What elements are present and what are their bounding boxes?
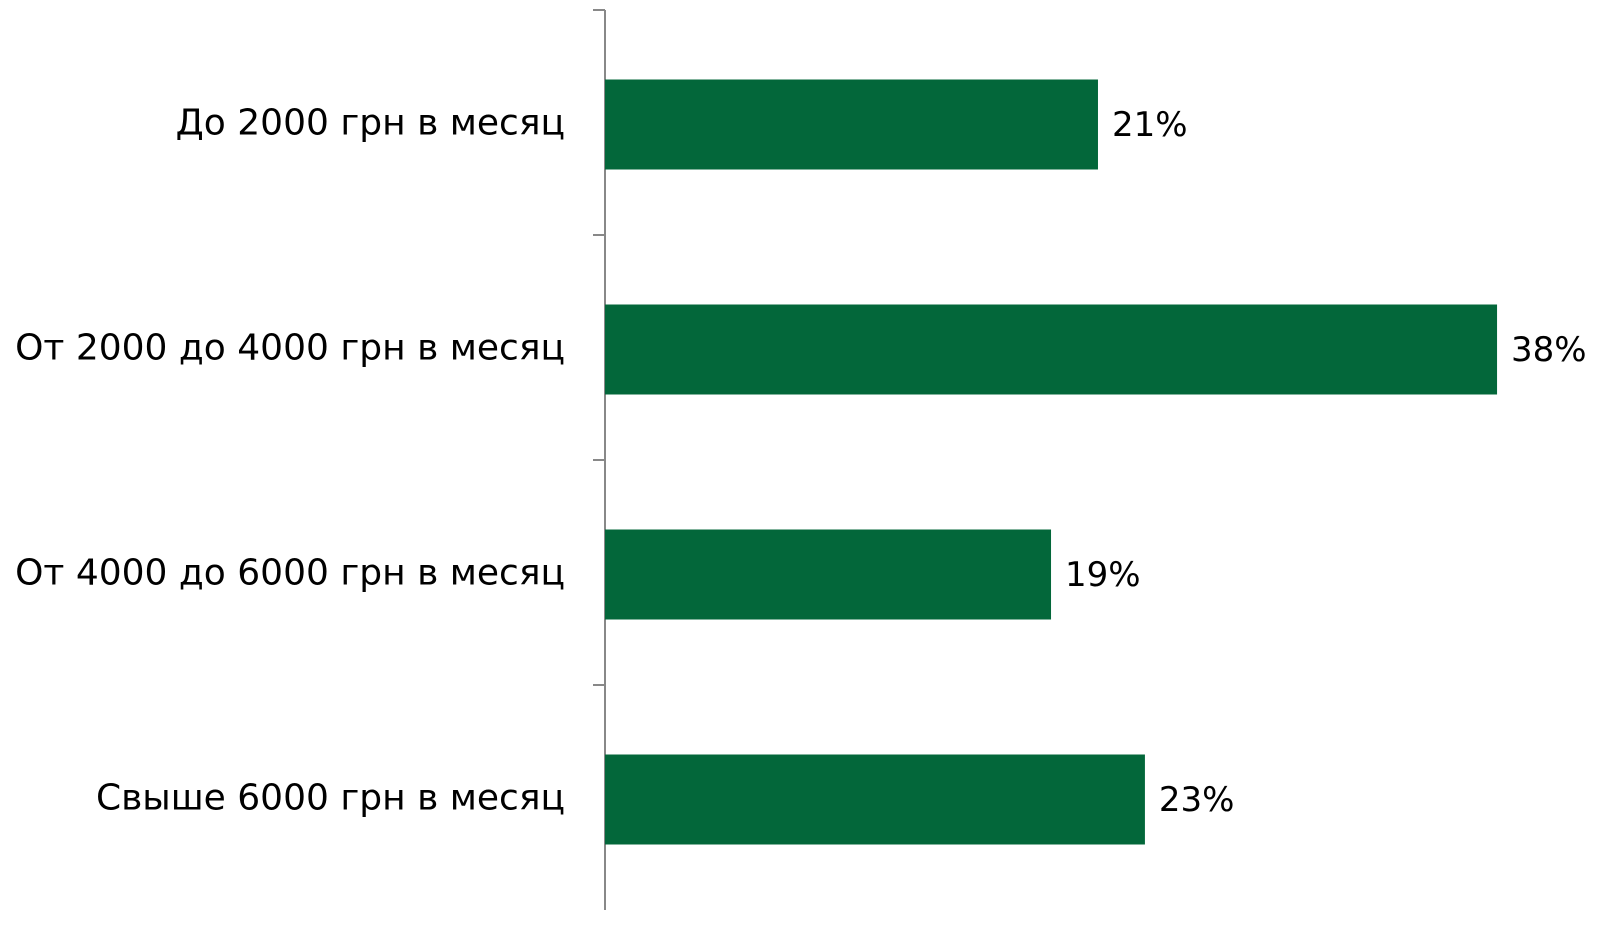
data-label: 21% xyxy=(1112,105,1188,145)
bar xyxy=(605,304,1498,395)
category-label: До 2000 грн в месяц xyxy=(176,103,565,144)
category-label: От 4000 до 6000 грн в месяц xyxy=(15,553,565,594)
bar xyxy=(605,79,1098,170)
category-label: От 2000 до 4000 грн в месяц xyxy=(15,328,565,369)
category-label: Свыше 6000 грн в месяц xyxy=(96,778,565,819)
bar xyxy=(605,754,1145,845)
data-label: 19% xyxy=(1065,555,1141,595)
data-label: 38% xyxy=(1511,330,1587,370)
data-label: 23% xyxy=(1159,780,1235,820)
bar xyxy=(605,529,1052,620)
